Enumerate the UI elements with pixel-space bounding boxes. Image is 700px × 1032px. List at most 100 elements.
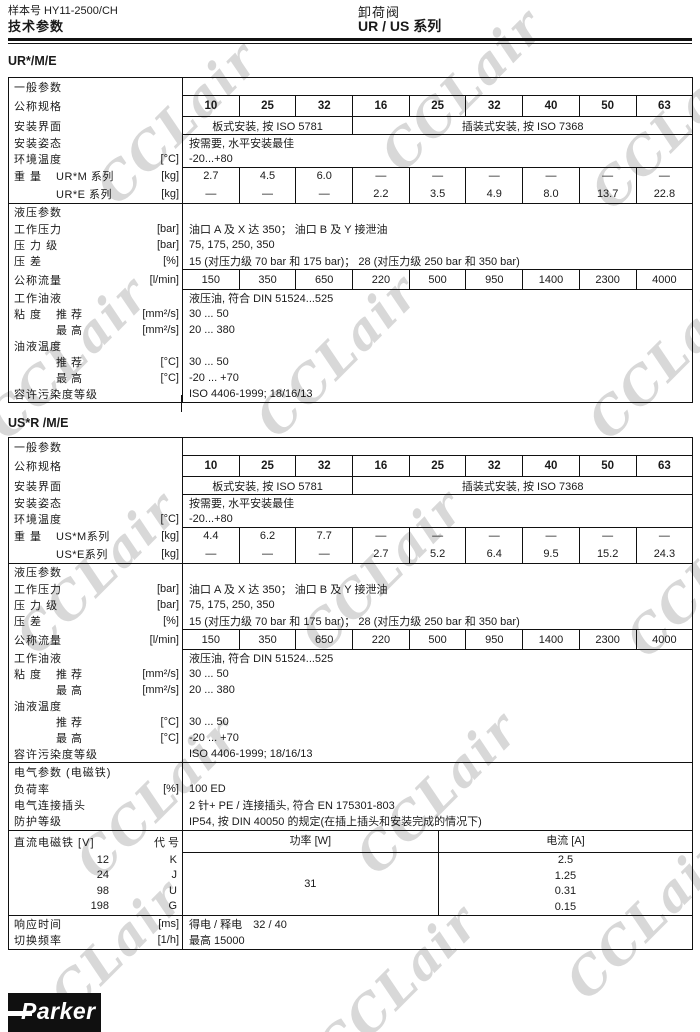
row-label-cell: 环境温度 [°C]	[8, 511, 183, 527]
voltage-code-row: 24 J	[9, 868, 182, 884]
size-cell: —	[522, 527, 580, 545]
size-cell: 220	[352, 629, 410, 650]
section-spacer-cell	[183, 563, 693, 581]
row-label-cell: 工作压力 [bar]	[8, 221, 183, 237]
size-cell: —	[408, 167, 466, 185]
row-sublabel: 最 高	[56, 373, 83, 385]
size-cell: 6.4	[465, 545, 523, 564]
row-label: 响应时间	[14, 919, 62, 931]
row-label-cell: 环境温度 [°C]	[8, 151, 183, 167]
row-label-cell: 压 力 级 [bar]	[8, 237, 183, 253]
size-cell: 650	[295, 629, 353, 650]
size-cell: 50	[578, 95, 636, 117]
row-label: 环境温度	[14, 154, 62, 166]
row-label-group: 液压参数	[9, 564, 182, 580]
row-label: 容许污染度等级	[14, 749, 98, 761]
row-unit: [mm²/s]	[142, 308, 179, 320]
row-label-group: 直流电磁铁 [V] 代 号	[9, 834, 182, 850]
row-label-cell: 推 荐 [°C]	[8, 714, 183, 730]
size-cell: 10	[182, 455, 240, 477]
size-cell: 8.0	[522, 185, 580, 204]
value-cell: 得电 / 释电 32 / 40	[189, 919, 287, 931]
size-cell: 350	[238, 629, 296, 650]
row-label: 安装姿态	[14, 497, 62, 510]
row-unit: [bar]	[156, 239, 179, 251]
row-label: 电气连接插头	[14, 799, 86, 812]
table-row: 最 高 [mm²/s] 20 ... 380	[8, 682, 693, 698]
parker-logo-bar-icon	[8, 1011, 32, 1016]
row-label-cell: 粘 度 推 荐 [mm²/s]	[8, 306, 183, 322]
size-cell: —	[182, 545, 240, 564]
catalog-number: 样本号 HY11-2500/CH	[8, 5, 118, 17]
row-label-group: 一般参数	[9, 439, 182, 455]
row-sublabel: UR*E 系列	[56, 188, 113, 201]
row-label: 安装界面	[14, 480, 62, 493]
value-cell: 2 针+ PE / 连接插头, 符合 EN 175301-803	[189, 799, 395, 812]
row-label-group: 粘 度 推 荐 [mm²/s]	[9, 306, 182, 322]
row-label-cell: US*E系列 [kg]	[8, 545, 183, 564]
row-label-cell: 安装界面	[8, 116, 183, 135]
size-cell: —	[465, 527, 523, 545]
header-rule-thin	[8, 43, 692, 44]
value-cell: 20 ... 380	[189, 684, 235, 696]
row-label-cell: 安装界面	[8, 476, 183, 495]
row-sublabel: US*E系列	[56, 548, 108, 561]
row-label-cell: 最 高 [mm²/s]	[8, 322, 183, 338]
row-label-group: 压 力 级 [bar]	[9, 237, 182, 253]
row-label-cell: 公称流量 [l/min]	[8, 629, 183, 650]
row-label-group: 公称流量 [l/min]	[9, 272, 182, 288]
row-label-group: 环境温度 [°C]	[9, 151, 182, 167]
row-label-cell: 最 高 [°C]	[8, 730, 183, 746]
size-cell: 2.7	[203, 170, 219, 183]
size-cell: 32	[465, 455, 523, 477]
table-row: 公称规格 10 25 32 16 25 32 40 50 63	[8, 95, 693, 117]
row-label-group: 油液温度	[9, 698, 182, 714]
value-cell: -20...+80	[182, 511, 693, 528]
row-label: 切换频率	[14, 935, 62, 948]
row-label: 公称流量	[14, 274, 62, 287]
size-cell: —	[578, 527, 636, 545]
voltage-code: G	[168, 900, 177, 913]
size-cell: 25	[408, 95, 466, 117]
row-label-cell: 安装姿态	[8, 494, 183, 511]
section-title-us: US*R /M/E	[8, 416, 69, 430]
row-label-cell: 12 K 24 J 98 U 198 G	[8, 852, 183, 916]
value-cell: 最高 15000	[189, 935, 245, 948]
row-label-cell: 液压参数	[8, 563, 183, 581]
section-spacer-cell	[182, 77, 693, 96]
size-cell: 10	[182, 95, 240, 117]
size-cell: 32	[295, 455, 353, 477]
row-label-cell: 油液温度	[8, 698, 183, 714]
row-label-group: 最 高 [°C]	[9, 730, 182, 746]
row-label-group: 安装姿态	[9, 495, 182, 511]
row-label-group: 压 差 [%]	[9, 253, 182, 269]
table-row: 最 高 [mm²/s] 20 ... 380	[8, 322, 693, 338]
row-label: 粘 度	[14, 309, 43, 321]
row-label-group: 重 量 UR*M 系列 [kg]	[9, 168, 182, 184]
current-header: 电流 [A]	[437, 831, 693, 852]
row-label: 工作压力	[14, 224, 62, 236]
row-label-cell: 推 荐 [°C]	[8, 354, 183, 370]
table-row: 液压参数	[8, 203, 693, 221]
size-cell: 1400	[522, 629, 580, 650]
row-unit: [°C]	[160, 732, 179, 744]
size-cell: 650	[295, 269, 353, 290]
row-label: 防护等级	[14, 816, 62, 829]
row-label-group: 最 高 [mm²/s]	[9, 322, 182, 338]
row-label-cell: 直流电磁铁 [V] 代 号	[8, 830, 183, 853]
row-label: 重 量	[14, 531, 43, 543]
row-label-group: 液压参数	[9, 204, 182, 220]
row-label-group: US*E系列 [kg]	[9, 546, 182, 562]
row-unit: [°C]	[160, 356, 179, 368]
row-label: 重 量	[14, 171, 43, 183]
row-label-cell: 粘 度 推 荐 [mm²/s]	[8, 666, 183, 682]
row-label-cell: 最 高 [°C]	[8, 370, 183, 386]
table-row: 最 高 [°C] -20 ... +70	[8, 370, 693, 386]
row-label-group: 压 差 [%]	[9, 613, 182, 629]
value-cell: 液压油, 符合 DIN 51524...525	[189, 293, 334, 305]
row-label-group: 工作油液	[9, 650, 182, 666]
row-label: 一般参数	[14, 81, 62, 94]
value-cell: 15 (对压力级 70 bar 和 175 bar)； 28 (对压力级 250…	[182, 253, 693, 270]
size-cell: 2300	[578, 629, 636, 650]
size-cell: 4000	[635, 629, 693, 650]
